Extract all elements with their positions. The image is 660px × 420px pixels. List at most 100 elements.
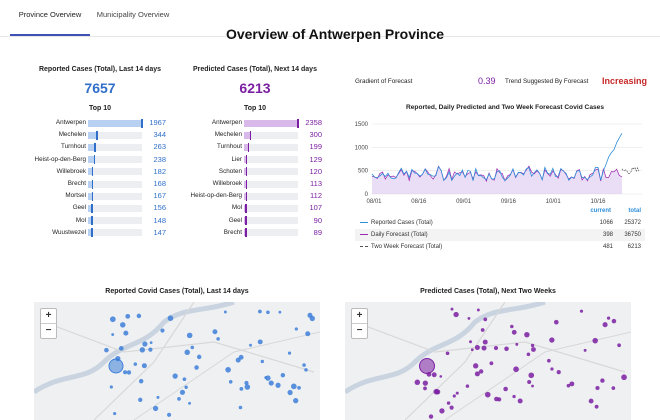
legend-current-value: 481 bbox=[602, 244, 613, 250]
map-municipality-marker bbox=[428, 414, 434, 419]
map-municipality-marker bbox=[126, 370, 132, 375]
map-municipality-marker bbox=[484, 391, 491, 398]
map-municipality-marker bbox=[305, 331, 311, 337]
tab-province-overview[interactable]: Province Overview bbox=[10, 0, 90, 36]
map-municipality-marker bbox=[595, 385, 600, 391]
top10-row-bar-fill bbox=[244, 229, 247, 237]
map-municipality-marker bbox=[109, 316, 116, 323]
top10-row-bar-fill bbox=[244, 119, 298, 127]
legend-name: Reported Cases (Total) bbox=[371, 220, 433, 226]
map-municipality-marker bbox=[510, 324, 514, 329]
map-municipality-marker bbox=[556, 370, 561, 375]
top10-row-value: 263 bbox=[153, 142, 166, 152]
top10-row-value: 168 bbox=[153, 179, 166, 188]
map-municipality-marker bbox=[611, 318, 617, 324]
map-municipality-marker bbox=[467, 317, 471, 320]
top10-row-bar-fill bbox=[244, 168, 247, 176]
trend-value: Increasing bbox=[602, 76, 648, 86]
map-municipality-marker bbox=[517, 398, 523, 404]
chart-xtick-label: 08/01 bbox=[366, 199, 382, 205]
map-municipality-marker bbox=[583, 348, 587, 352]
tab-municipality-overview[interactable]: Municipality Overview bbox=[96, 10, 170, 19]
map-road bbox=[444, 331, 631, 420]
map-municipality-marker bbox=[481, 345, 487, 351]
map-municipality-marker bbox=[480, 328, 485, 332]
map-municipality-marker bbox=[139, 347, 146, 353]
map-municipality-marker bbox=[483, 317, 488, 322]
top10-row-bar-tick bbox=[91, 179, 94, 189]
top10-row-bar bbox=[88, 142, 142, 152]
top10-row-bar bbox=[244, 203, 298, 213]
top10-row-value: 1967 bbox=[149, 118, 166, 127]
top10-row-bar-tick bbox=[94, 142, 96, 152]
map-municipality-marker bbox=[526, 352, 531, 357]
top10-row-bar bbox=[88, 191, 142, 201]
map-municipality-marker bbox=[260, 359, 265, 364]
predicted-panel-title: Predicted Cases (Total), Next 14 days bbox=[193, 66, 317, 73]
top10-row-bar bbox=[88, 179, 142, 189]
top10-row-bar bbox=[244, 155, 298, 165]
map-municipality-marker bbox=[600, 378, 605, 383]
legend-marker-two-week-forecast bbox=[360, 246, 368, 248]
top10-row-name: Brecht bbox=[223, 228, 242, 236]
top10-row-bar-tick bbox=[245, 179, 248, 189]
legend-row-reported[interactable]: Reported Cases (Total) 1066 25372 bbox=[355, 217, 645, 229]
map-municipality-marker bbox=[474, 345, 480, 351]
map-municipality-marker bbox=[547, 358, 551, 363]
map-municipality-marker bbox=[228, 380, 233, 384]
map-municipality-marker bbox=[186, 332, 193, 339]
chart-xtick-label: 09/01 bbox=[456, 199, 472, 205]
top10-row-bar-tick bbox=[93, 155, 96, 165]
left-map-zoom-out-button[interactable]: − bbox=[41, 323, 56, 338]
top10-row-value: 147 bbox=[153, 227, 166, 237]
top10-row-bar-fill bbox=[88, 119, 142, 127]
map-municipality-marker bbox=[455, 391, 459, 395]
map-municipality-marker bbox=[515, 342, 519, 346]
map-municipality-marker bbox=[125, 313, 131, 319]
top10-row-bar-tick bbox=[297, 118, 299, 128]
legend-row-daily-forecast[interactable]: Daily Forecast (Total) 398 36750 bbox=[355, 229, 645, 241]
top10-row-bar-fill bbox=[88, 192, 93, 200]
legend-marker-reported bbox=[360, 222, 368, 224]
map-municipality-marker bbox=[160, 328, 165, 333]
map-municipality-marker bbox=[223, 310, 227, 314]
top10-row-name: Antwerpen bbox=[55, 119, 86, 126]
top10-row-bar-fill bbox=[244, 204, 247, 212]
map-municipality-marker bbox=[275, 382, 281, 388]
top10-row-bar bbox=[244, 167, 298, 177]
reported-cases-map[interactable]: + − bbox=[34, 302, 320, 420]
top10-row-bar bbox=[244, 142, 298, 152]
top10-row-bar bbox=[88, 228, 142, 238]
map-municipality-marker bbox=[184, 385, 188, 389]
top10-row-bar-tick bbox=[245, 203, 247, 213]
top10-row-bar bbox=[88, 155, 142, 165]
map-municipality-marker bbox=[120, 322, 126, 328]
map-municipality-marker bbox=[141, 363, 147, 369]
top10-row-name: Willebroek bbox=[212, 180, 242, 187]
top10-row-name: Mol bbox=[75, 216, 86, 224]
legend-row-two-week-forecast[interactable]: Two Week Forecast (Total) 481 6213 bbox=[355, 241, 645, 253]
map-river bbox=[345, 302, 546, 395]
map-municipality-marker bbox=[297, 385, 301, 390]
map-municipality-marker bbox=[550, 367, 554, 371]
right-map-zoom-in-button[interactable]: + bbox=[356, 310, 363, 321]
legend-name: Two Week Forecast (Total) bbox=[371, 244, 443, 250]
right-map-zoom-out-button[interactable]: − bbox=[352, 323, 367, 338]
top10-row-bar-tick bbox=[91, 191, 94, 201]
chart-ytick-label: 1500 bbox=[355, 122, 369, 128]
top10-row-bar bbox=[88, 118, 143, 128]
reported-map-canvas[interactable] bbox=[34, 302, 320, 420]
top10-row-name: Heist-op-den-Berg bbox=[190, 192, 242, 200]
map-municipality-marker bbox=[531, 384, 534, 388]
chart-series-reported bbox=[371, 133, 623, 182]
top10-row-value: 238 bbox=[153, 154, 166, 164]
map-municipality-marker bbox=[136, 313, 142, 319]
left-map-zoom-in-button[interactable]: + bbox=[45, 310, 52, 321]
top10-row-value: 120 bbox=[309, 166, 322, 176]
map-antwerpen-marker bbox=[108, 358, 124, 374]
predicted-map-canvas[interactable] bbox=[345, 302, 631, 420]
map-municipality-marker bbox=[179, 389, 186, 395]
predicted-cases-map[interactable]: + − bbox=[345, 302, 631, 420]
map-municipality-marker bbox=[611, 386, 616, 390]
map-municipality-marker bbox=[569, 381, 575, 387]
